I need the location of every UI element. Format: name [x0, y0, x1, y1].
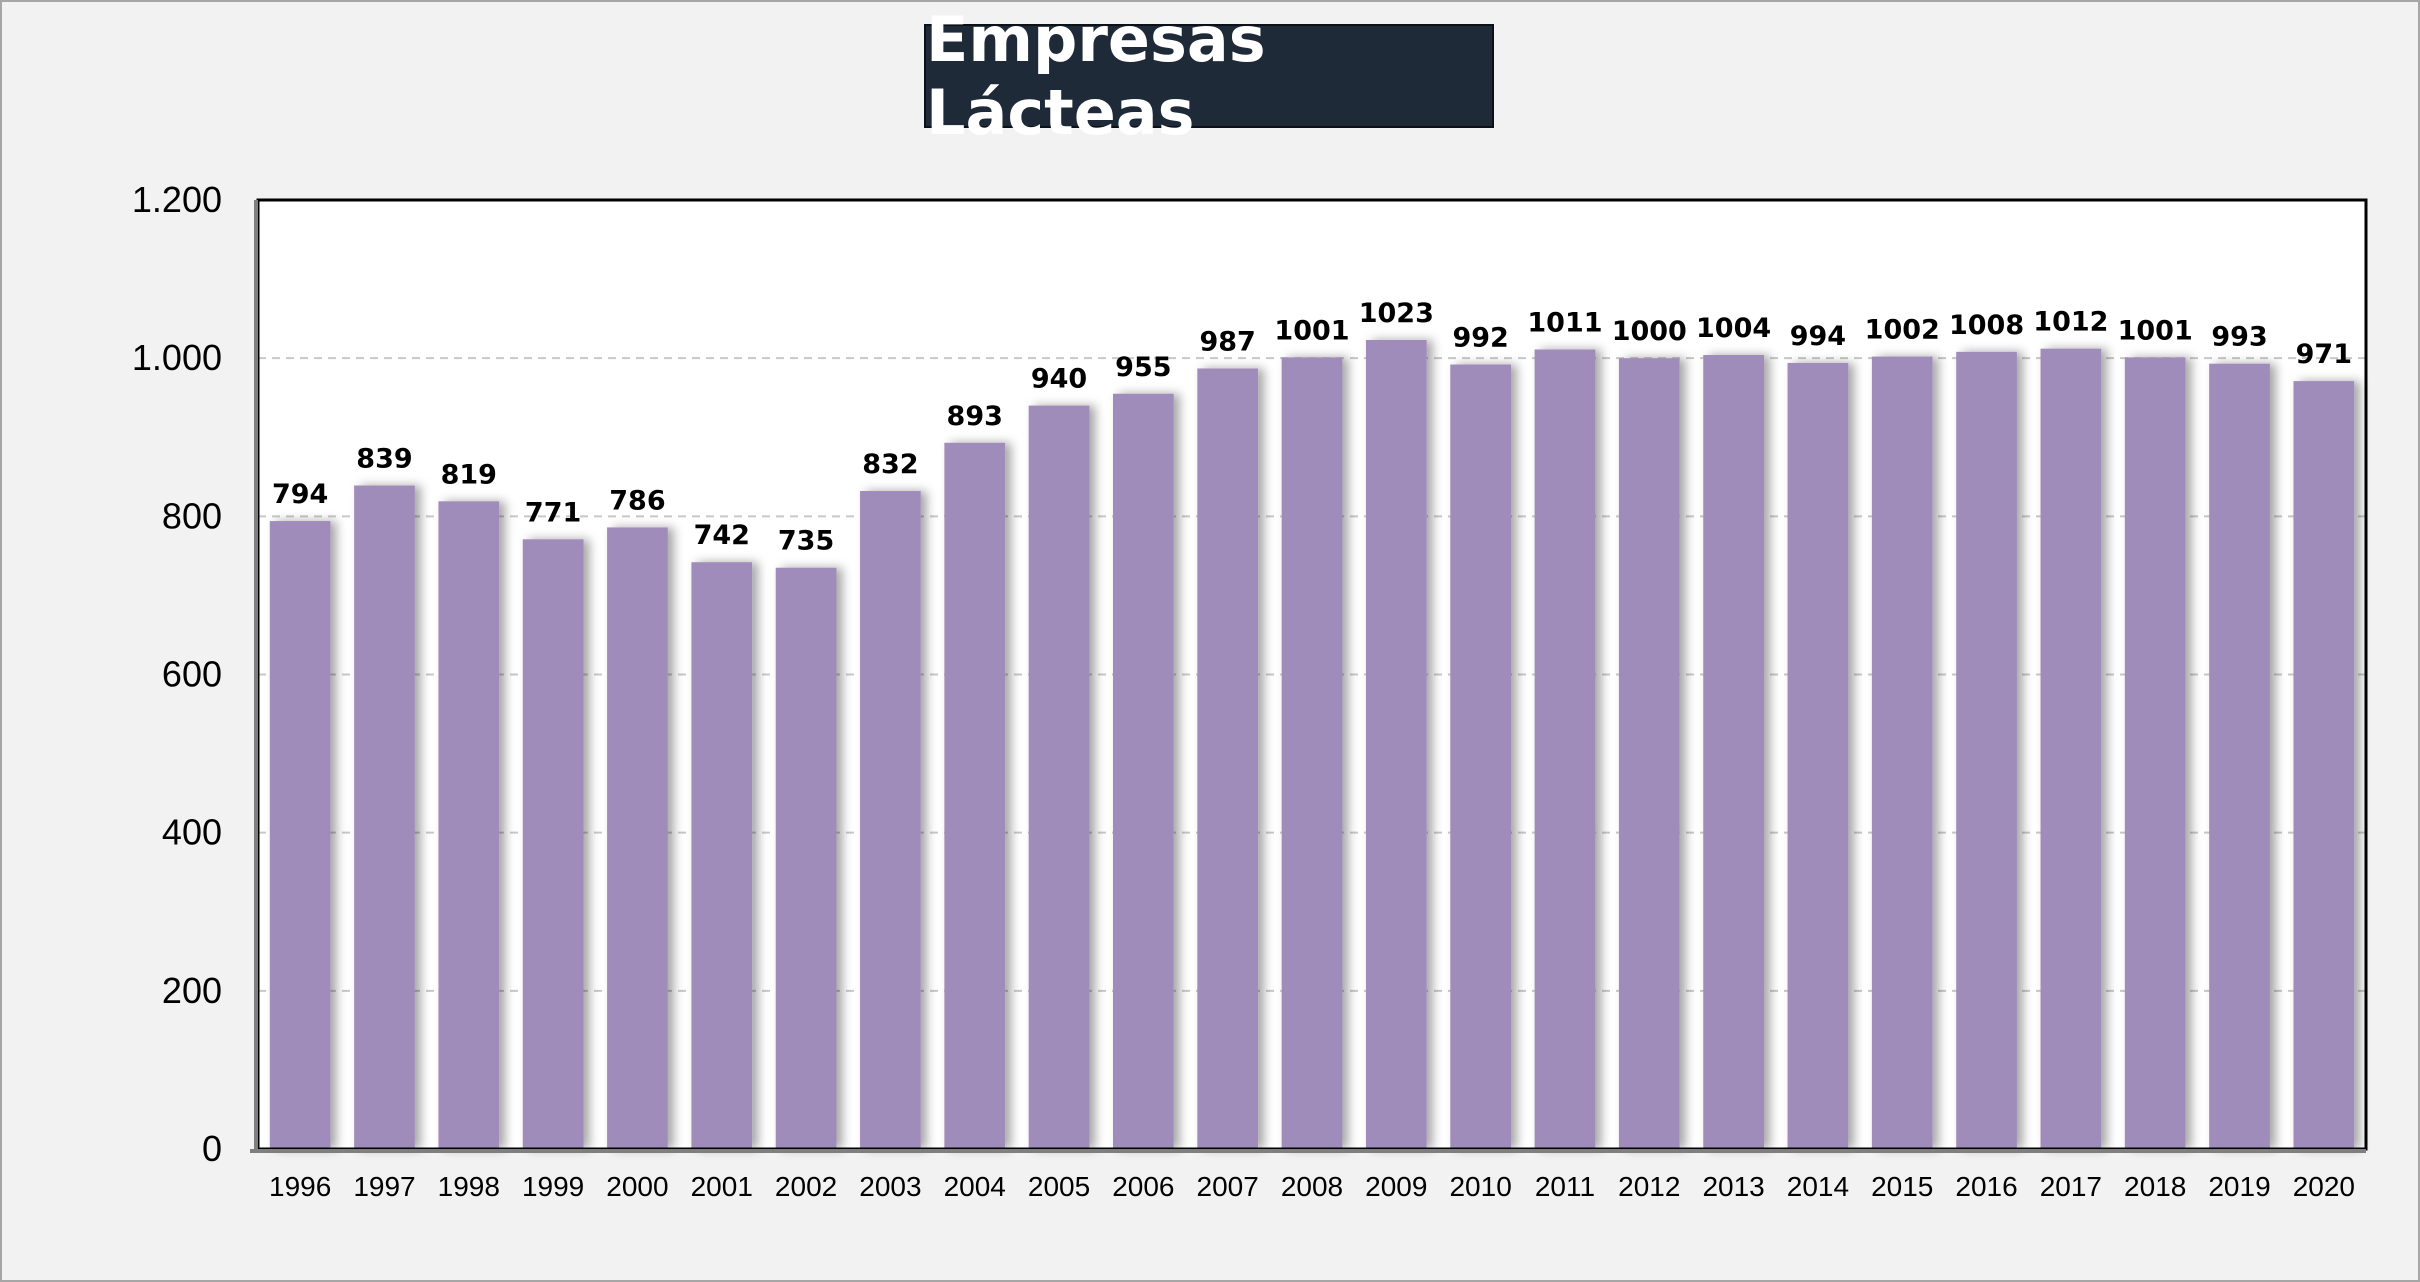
- bar-2011: [1534, 349, 1596, 1149]
- bar-1996: [269, 521, 331, 1149]
- data-label-2001: 742: [694, 520, 750, 551]
- bar-2002: [775, 567, 837, 1149]
- y-tick-label: 0: [202, 1128, 222, 1169]
- bar-2014: [1787, 362, 1849, 1150]
- x-tick-label: 2018: [2124, 1171, 2186, 1202]
- bar-2003: [860, 491, 921, 1149]
- bar-1998: [438, 501, 500, 1149]
- bar-2017: [2040, 348, 2102, 1150]
- bar-2019: [2209, 363, 2270, 1149]
- bar-2016: [1956, 351, 2017, 1150]
- data-label-2006: 955: [1115, 352, 1171, 383]
- bar-2008: [1281, 357, 1343, 1149]
- bar-2001: [691, 562, 753, 1149]
- bar-1997: [354, 485, 415, 1149]
- bar-2005: [1028, 405, 1090, 1149]
- bar-2018: [2124, 357, 2186, 1149]
- data-label-2012: 1000: [1612, 316, 1687, 347]
- data-label-2000: 786: [609, 485, 665, 516]
- bar-2004: [944, 442, 1006, 1149]
- data-label-2005: 940: [1031, 364, 1087, 395]
- x-tick-label: 2006: [1112, 1171, 1174, 1202]
- bar-2009: [1365, 339, 1427, 1149]
- data-label-1999: 771: [525, 497, 581, 528]
- bar-2000: [607, 527, 668, 1149]
- y-tick-label: 1.000: [132, 337, 222, 378]
- data-label-2020: 971: [2296, 339, 2352, 370]
- chart-title: Empresas Lácteas: [926, 3, 1266, 149]
- x-tick-label: 2016: [1955, 1171, 2017, 1202]
- data-label-2003: 832: [862, 449, 918, 480]
- y-axis-ticks: 0 200 400 600 800 1.000 1.200: [132, 179, 222, 1169]
- data-label-2016: 1008: [1949, 310, 2024, 341]
- x-tick-label: 2019: [2208, 1171, 2270, 1202]
- x-tick-label: 2017: [2040, 1171, 2102, 1202]
- data-label-1996: 794: [272, 479, 328, 510]
- x-tick-label: 2003: [859, 1171, 921, 1202]
- bars: [269, 339, 2355, 1150]
- data-label-2018: 1001: [2118, 315, 2193, 346]
- bar-2010: [1450, 364, 1511, 1149]
- x-tick-label: 1999: [522, 1171, 584, 1202]
- data-label-2019: 993: [2211, 322, 2267, 353]
- x-tick-label: 2010: [1449, 1171, 1511, 1202]
- data-label-2011: 1011: [1527, 307, 1602, 338]
- x-tick-label: 2009: [1365, 1171, 1427, 1202]
- x-axis-ticks: 1996 1997 1998 1999 2000 2001 2002 2003 2004 2005…: [269, 1171, 2355, 1202]
- x-tick-label: 2005: [1028, 1171, 1090, 1202]
- data-label-2004: 893: [947, 401, 1003, 432]
- y-tick-label: 1.200: [132, 179, 222, 220]
- data-label-2009: 1023: [1359, 298, 1434, 329]
- data-label-1997: 839: [356, 443, 412, 474]
- data-label-2015: 1002: [1865, 315, 1940, 346]
- bar-2020: [2293, 381, 2355, 1149]
- y-tick-label: 600: [162, 654, 222, 695]
- data-label-1998: 819: [441, 459, 497, 490]
- data-label-2013: 1004: [1696, 313, 1771, 344]
- y-tick-label: 400: [162, 812, 222, 853]
- y-tick-label: 200: [162, 970, 222, 1011]
- x-tick-label: 2020: [2293, 1171, 2355, 1202]
- x-tick-label: 1998: [438, 1171, 500, 1202]
- x-tick-label: 1996: [269, 1171, 331, 1202]
- bar-2012: [1618, 358, 1680, 1150]
- chart-title-box: Empresas Lácteas: [924, 3, 1494, 149]
- data-label-2010: 992: [1452, 322, 1508, 353]
- y-tick-label: 800: [162, 495, 222, 536]
- bar-2013: [1703, 355, 1764, 1150]
- data-label-2002: 735: [778, 526, 834, 557]
- data-label-2014: 994: [1790, 321, 1846, 352]
- x-tick-label: 2011: [1535, 1171, 1595, 1202]
- x-tick-label: 2007: [1197, 1171, 1259, 1202]
- data-labels: 794 839 819 771 786 742 735 832 893 940 955 987 1001…: [272, 298, 2352, 557]
- bar-2007: [1197, 368, 1259, 1149]
- bar-1999: [522, 539, 584, 1149]
- data-label-2017: 1012: [2033, 307, 2108, 338]
- bar-2006: [1113, 393, 1174, 1150]
- x-tick-label: 2004: [944, 1171, 1006, 1202]
- x-tick-label: 1997: [353, 1171, 415, 1202]
- x-tick-label: 2002: [775, 1171, 837, 1202]
- x-tick-label: 2008: [1281, 1171, 1343, 1202]
- x-tick-label: 2001: [691, 1171, 753, 1202]
- axes: [250, 198, 2368, 1153]
- x-tick-label: 2000: [606, 1171, 668, 1202]
- x-tick-label: 2013: [1702, 1171, 1764, 1202]
- bar-2015: [1871, 356, 1933, 1150]
- x-tick-label: 2012: [1618, 1171, 1680, 1202]
- data-label-2008: 1001: [1274, 315, 1349, 346]
- x-tick-label: 2015: [1871, 1171, 1933, 1202]
- data-label-2007: 987: [1199, 326, 1255, 357]
- x-tick-label: 2014: [1787, 1171, 1849, 1202]
